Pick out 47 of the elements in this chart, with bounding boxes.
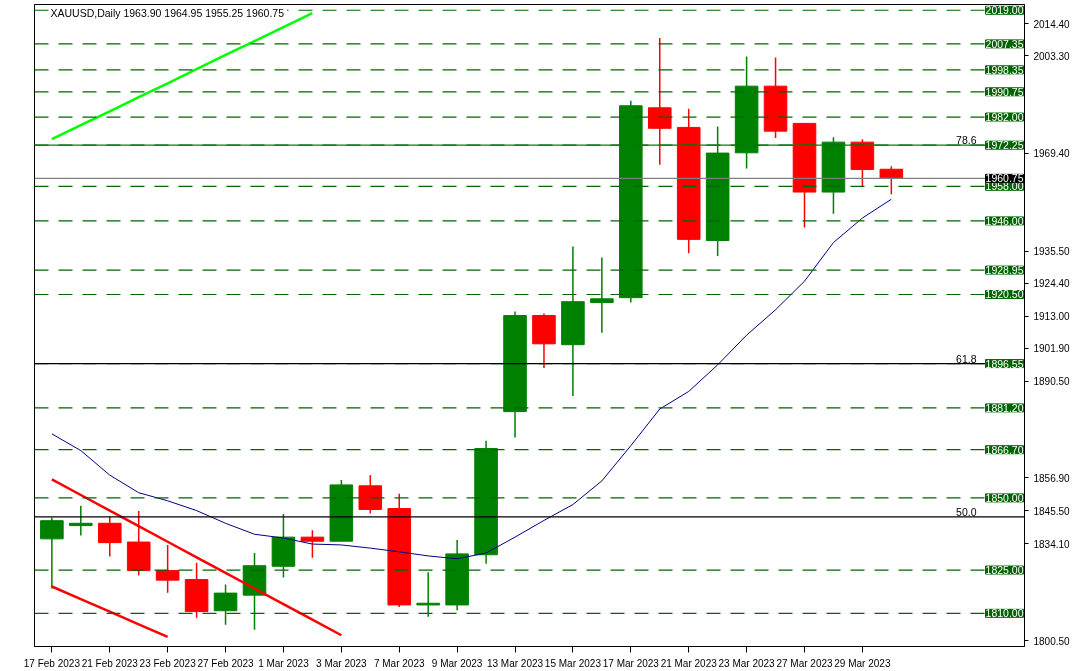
ref-line-label: 1825.00 bbox=[985, 564, 1024, 577]
y-tick-label: 1969.40 bbox=[1033, 148, 1071, 160]
ref-line-label: 1946.00 bbox=[985, 214, 1024, 227]
x-tick-label: 21 Mar 2023 bbox=[660, 657, 718, 669]
x-tick-label: 27 Mar 2023 bbox=[776, 657, 834, 669]
y-tick-label: 1901.90 bbox=[1033, 343, 1071, 355]
x-tick-label: 9 Mar 2023 bbox=[431, 657, 483, 669]
chart-title: XAUUSD,Daily 1963.90 1964.95 1955.25 1960.75 bbox=[50, 6, 285, 19]
y-tick-label: 1924.40 bbox=[1033, 278, 1071, 290]
annotation: 50.0 bbox=[956, 505, 977, 518]
ref-line-label: 1990.75 bbox=[985, 85, 1024, 98]
ref-line-label: 2007.35 bbox=[985, 37, 1024, 50]
x-tick-label: 13 Mar 2023 bbox=[486, 657, 544, 669]
y-tick-label: 2014.40 bbox=[1033, 18, 1071, 30]
ref-line-label: 1810.00 bbox=[985, 607, 1024, 620]
ref-line-label: 1881.20 bbox=[985, 401, 1024, 414]
ref-line-label: 1982.00 bbox=[985, 111, 1024, 124]
x-tick-label: 21 Feb 2023 bbox=[81, 657, 139, 669]
y-tick-label: 2003.30 bbox=[1033, 50, 1071, 62]
ref-line-label: 1928.95 bbox=[985, 264, 1024, 277]
y-tick-label: 1935.50 bbox=[1033, 246, 1071, 258]
x-tick-label: 17 Mar 2023 bbox=[602, 657, 660, 669]
x-tick-label: 3 Mar 2023 bbox=[316, 657, 368, 669]
x-tick-label: 1 Mar 2023 bbox=[258, 657, 310, 669]
ref-line-label: 1850.00 bbox=[985, 491, 1024, 504]
x-tick-label: 29 Mar 2023 bbox=[834, 657, 891, 669]
y-tick-label: 1856.90 bbox=[1033, 472, 1071, 484]
y-tick-label: 1834.10 bbox=[1033, 538, 1071, 550]
ref-line-label: 1972.25 bbox=[985, 139, 1024, 152]
x-tick-label: 17 Feb 2023 bbox=[23, 657, 81, 669]
x-tick-label: 27 Feb 2023 bbox=[197, 657, 255, 669]
x-tick-label: 23 Feb 2023 bbox=[139, 657, 197, 669]
ref-line-label: 1998.35 bbox=[985, 63, 1024, 76]
ref-line-label: 1960.75 bbox=[985, 172, 1024, 185]
ref-line-label: 1866.70 bbox=[985, 443, 1024, 456]
y-tick-label: 1890.50 bbox=[1033, 376, 1071, 388]
ref-line-label: 1920.50 bbox=[985, 288, 1024, 301]
x-tick-label: 15 Mar 2023 bbox=[544, 657, 602, 669]
annotation: 78.6 bbox=[956, 134, 977, 147]
y-tick-label: 1800.50 bbox=[1033, 635, 1071, 647]
x-tick-label: 7 Mar 2023 bbox=[373, 657, 425, 669]
ref-line-label: 1896.55 bbox=[985, 357, 1024, 370]
annotation: 61.8 bbox=[956, 352, 977, 365]
x-tick-label: 23 Mar 2023 bbox=[718, 657, 776, 669]
ref-line-label: 2019.00 bbox=[985, 4, 1024, 17]
y-tick-label: 1845.50 bbox=[1033, 505, 1071, 517]
y-tick-label: 1913.00 bbox=[1033, 311, 1071, 323]
